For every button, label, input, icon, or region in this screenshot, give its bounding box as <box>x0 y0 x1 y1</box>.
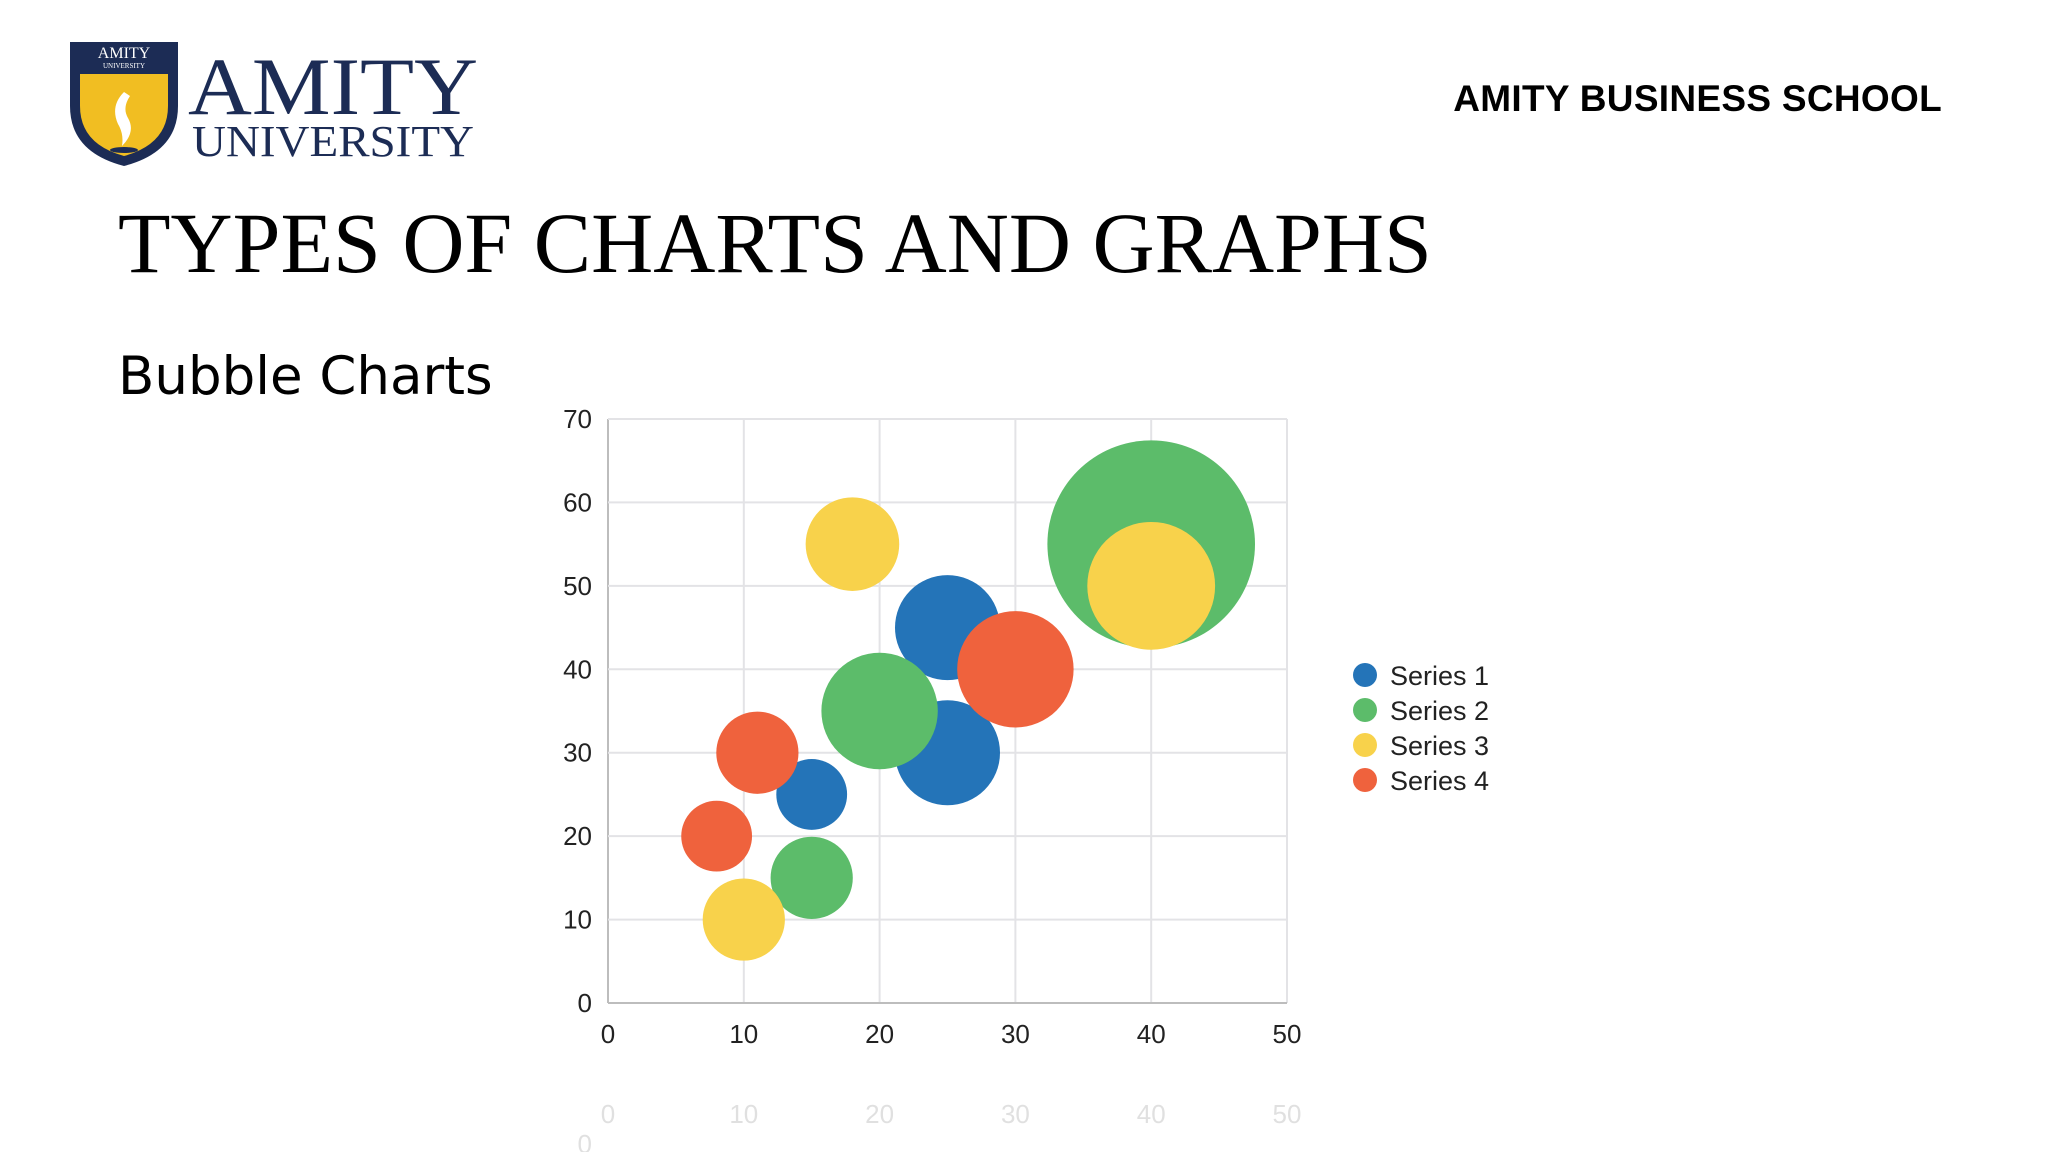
legend-label: Series 1 <box>1390 661 1489 691</box>
legend-marker <box>1353 663 1377 687</box>
bubble-series-2 <box>821 652 938 770</box>
y-tick-label: 70 <box>563 404 592 434</box>
legend-marker <box>1353 768 1377 792</box>
bubble-series-4 <box>681 800 753 872</box>
amity-university-logo: AMITY UNIVERSITY AMITY UNIVERSITY <box>70 41 478 166</box>
bubble-series-4 <box>957 611 1074 728</box>
reflected-x-tick-label: 40 <box>1137 1099 1166 1129</box>
legend-marker <box>1353 733 1377 757</box>
y-tick-label: 50 <box>563 571 592 601</box>
y-tick-label: 30 <box>563 738 592 768</box>
reflected-x-tick-label: 10 <box>729 1099 758 1129</box>
y-tick-label: 40 <box>563 654 592 684</box>
school-name: AMITY BUSINESS SCHOOL <box>1453 78 1942 119</box>
legend-label: Series 2 <box>1390 696 1489 726</box>
bubble-series-4 <box>716 711 799 794</box>
y-tick-label: 0 <box>578 988 592 1018</box>
bubble-series-3 <box>1087 521 1216 650</box>
legend-label: Series 4 <box>1390 766 1489 796</box>
chart-reflection: 0 10 20 30 40 50 0 <box>578 1099 1302 1152</box>
y-tick-label: 10 <box>563 905 592 935</box>
logo-subname: UNIVERSITY <box>192 117 474 166</box>
x-tick-label: 0 <box>601 1019 615 1049</box>
slide-title: TYPES OF CHARTS AND GRAPHS <box>118 195 1432 291</box>
legend-label: Series 3 <box>1390 731 1489 761</box>
reflected-y-tick-label: 0 <box>578 1129 592 1152</box>
crest-top-text: AMITY <box>98 45 151 62</box>
y-tick-label: 60 <box>563 487 592 517</box>
reflected-x-tick-label: 0 <box>601 1099 615 1129</box>
chart-bubbles <box>681 440 1255 961</box>
logo-name: AMITY <box>188 41 478 132</box>
x-tick-label: 30 <box>1001 1019 1030 1049</box>
crest-top-subtext: UNIVERSITY <box>103 62 145 70</box>
x-tick-label: 50 <box>1273 1019 1302 1049</box>
x-tick-label: 40 <box>1137 1019 1166 1049</box>
bubble-series-2 <box>770 836 853 919</box>
y-tick-label: 20 <box>563 821 592 851</box>
bubble-series-3 <box>805 497 900 591</box>
shield-crest-icon <box>70 42 178 166</box>
bubble-series-1 <box>776 759 848 830</box>
legend-marker <box>1353 698 1377 722</box>
reflected-x-tick-label: 50 <box>1273 1099 1302 1129</box>
x-tick-label: 20 <box>865 1019 894 1049</box>
chart-ticks: 0 10 20 30 40 50 0 10 20 30 40 50 60 70 <box>563 404 1301 1049</box>
chart-legend: Series 1 Series 2 Series 3 Series 4 <box>1353 661 1489 796</box>
reflected-x-tick-label: 20 <box>865 1099 894 1129</box>
x-tick-label: 10 <box>729 1019 758 1049</box>
reflected-x-tick-label: 30 <box>1001 1099 1030 1129</box>
bubble-series-3 <box>702 878 785 961</box>
slide-subtitle: Bubble Charts <box>118 346 493 407</box>
